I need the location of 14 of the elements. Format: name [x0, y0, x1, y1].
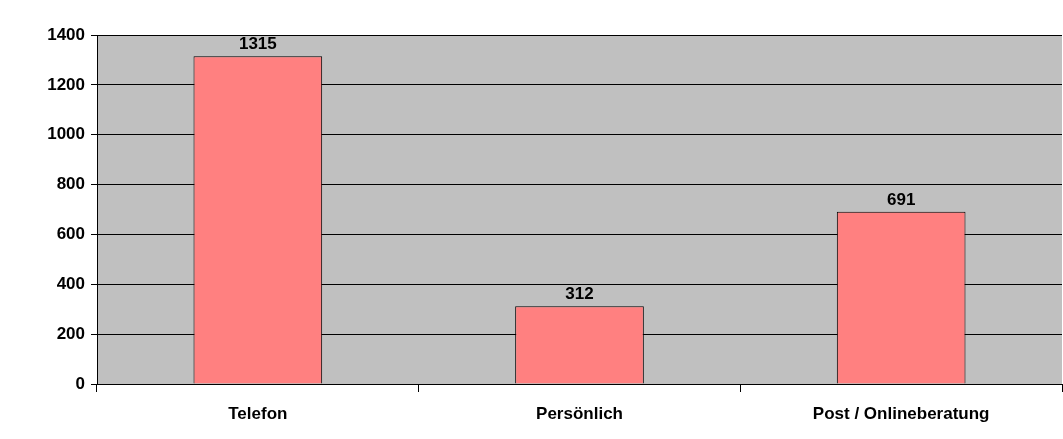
y-tick-label: 400	[56, 273, 85, 293]
y-tick-label: 1200	[47, 74, 85, 94]
y-tick-label: 1000	[47, 124, 85, 144]
data-label: 691	[886, 189, 916, 209]
y-tick-label: 800	[56, 174, 85, 194]
y-tick-label: 200	[56, 323, 85, 343]
y-tick-label: 600	[56, 224, 85, 244]
data-label: 1315	[238, 34, 277, 54]
x-tick-label: Persönlich	[536, 403, 623, 423]
x-tick-label: Post / Onlineberatung	[812, 403, 990, 423]
x-tick-label: Telefon	[228, 403, 288, 423]
y-tick-label: 0	[75, 373, 85, 393]
data-label: 312	[565, 284, 594, 304]
y-tick-label: 1400	[47, 24, 85, 44]
